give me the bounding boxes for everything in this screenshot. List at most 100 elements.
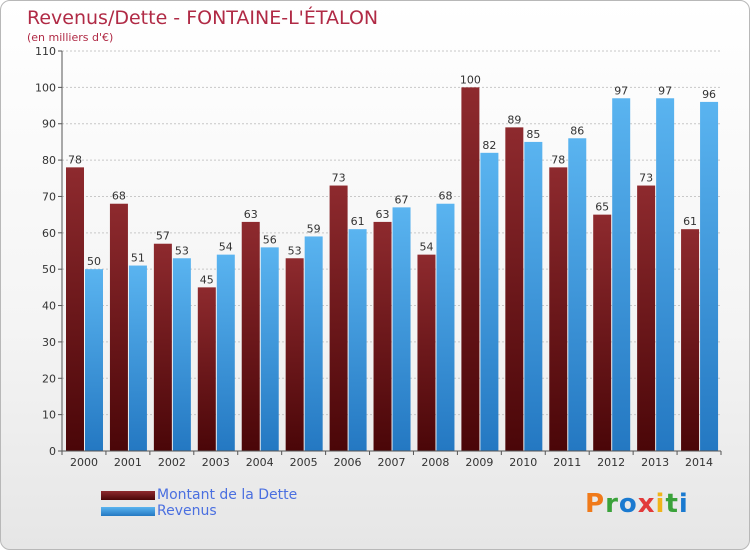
data-label-debt: 73 — [332, 172, 346, 185]
bar-revenue — [568, 138, 587, 452]
data-label-debt: 63 — [376, 208, 390, 221]
y-tick-label: 90 — [42, 118, 56, 131]
data-label-debt: 57 — [156, 230, 170, 243]
bar-debt — [417, 254, 436, 451]
x-tick-label: 2012 — [597, 456, 625, 469]
data-label-revenue: 54 — [219, 241, 233, 254]
logo-letter: x — [637, 489, 656, 519]
data-label-debt: 89 — [507, 113, 521, 126]
data-label-revenue: 97 — [658, 84, 672, 97]
chart-subtitle: (en milliers d'€) — [27, 31, 114, 44]
bar-revenue — [304, 236, 323, 451]
y-tick-label: 50 — [42, 263, 56, 276]
x-tick-label: 2008 — [421, 456, 449, 469]
logo-letter: P — [585, 489, 606, 519]
data-label-debt: 78 — [551, 153, 565, 166]
y-tick-label: 10 — [42, 409, 56, 422]
bar-debt — [505, 127, 524, 451]
bar-revenue — [128, 265, 147, 451]
bar-revenue — [260, 247, 279, 451]
data-label-debt: 73 — [639, 172, 653, 185]
legend-label-revenue: Revenus — [157, 503, 217, 519]
bar-revenue — [524, 141, 543, 451]
data-label-debt: 61 — [683, 215, 697, 228]
bar-debt — [637, 185, 656, 451]
x-tick-label: 2010 — [509, 456, 537, 469]
bar-debt — [549, 167, 568, 451]
bar-revenue — [480, 152, 499, 451]
y-tick-label: 20 — [42, 372, 56, 385]
bar-debt — [66, 167, 84, 451]
data-label-revenue: 67 — [395, 193, 409, 206]
data-label-revenue: 50 — [87, 255, 101, 268]
data-label-debt: 100 — [460, 73, 481, 86]
bar-revenue — [172, 258, 191, 451]
data-label-revenue: 85 — [526, 128, 540, 141]
x-tick-label: 2011 — [553, 456, 581, 469]
data-label-revenue: 53 — [175, 244, 189, 257]
bar-debt — [373, 221, 392, 451]
bar-debt — [241, 221, 260, 451]
bar-revenue — [216, 254, 235, 451]
logo-letter: t — [665, 489, 679, 519]
chart-title: Revenus/Dette - FONTAINE-L'ÉTALON — [27, 7, 379, 29]
logo-letter: i — [678, 489, 689, 519]
y-tick-label: 70 — [42, 190, 56, 203]
bar-revenue — [700, 101, 719, 451]
logo-letter: i — [655, 489, 666, 519]
chart-legend: Montant de la Dette Revenus — [101, 487, 297, 519]
data-label-debt: 63 — [244, 208, 258, 221]
logo-letter: r — [605, 489, 619, 519]
x-tick-label: 2003 — [202, 456, 230, 469]
bar-revenue — [85, 269, 103, 451]
y-tick-label: 40 — [42, 300, 56, 313]
x-tick-label: 2009 — [465, 456, 493, 469]
data-label-debt: 68 — [112, 190, 126, 203]
logo-letter: o — [618, 489, 638, 519]
legend-swatch-revenue — [101, 506, 155, 516]
bar-revenue — [348, 229, 367, 451]
y-tick-label: 80 — [42, 154, 56, 167]
data-label-debt: 53 — [288, 244, 302, 257]
legend-swatch-debt — [101, 490, 155, 500]
legend-item-debt: Montant de la Dette — [101, 487, 297, 503]
y-tick-label: 60 — [42, 227, 56, 240]
x-tick-label: 2005 — [290, 456, 318, 469]
data-label-revenue: 51 — [131, 252, 145, 265]
y-tick-label: 110 — [35, 45, 56, 58]
data-label-debt: 78 — [68, 153, 82, 166]
x-tick-label: 2014 — [685, 456, 713, 469]
data-label-revenue: 82 — [482, 139, 496, 152]
data-label-revenue: 61 — [351, 215, 365, 228]
x-tick-label: 2007 — [378, 456, 406, 469]
data-label-debt: 65 — [595, 201, 609, 214]
proxiti-logo: Proxiti — [585, 489, 689, 519]
bar-debt — [153, 243, 172, 451]
x-tick-label: 2002 — [158, 456, 186, 469]
x-tick-label: 2013 — [641, 456, 669, 469]
bar-debt — [109, 203, 128, 451]
bar-revenue — [656, 98, 675, 451]
x-tick-label: 2006 — [334, 456, 362, 469]
bar-debt — [461, 87, 480, 451]
bar-revenue — [392, 207, 411, 451]
y-tick-label: 0 — [49, 445, 56, 458]
data-label-revenue: 59 — [307, 222, 321, 235]
y-tick-label: 100 — [35, 81, 56, 94]
legend-label-debt: Montant de la Dette — [157, 487, 298, 503]
bar-debt — [197, 287, 216, 451]
data-label-debt: 45 — [200, 273, 214, 286]
legend-item-revenue: Revenus — [101, 503, 297, 519]
bar-revenue — [612, 98, 631, 451]
bar-debt — [681, 229, 700, 451]
x-tick-label: 2000 — [70, 456, 98, 469]
data-label-revenue: 97 — [614, 84, 628, 97]
data-label-revenue: 86 — [570, 124, 584, 137]
data-label-revenue: 56 — [263, 233, 277, 246]
bar-debt — [285, 258, 304, 451]
y-tick-label: 30 — [42, 336, 56, 349]
data-label-debt: 54 — [419, 241, 433, 254]
data-label-revenue: 68 — [438, 190, 452, 203]
